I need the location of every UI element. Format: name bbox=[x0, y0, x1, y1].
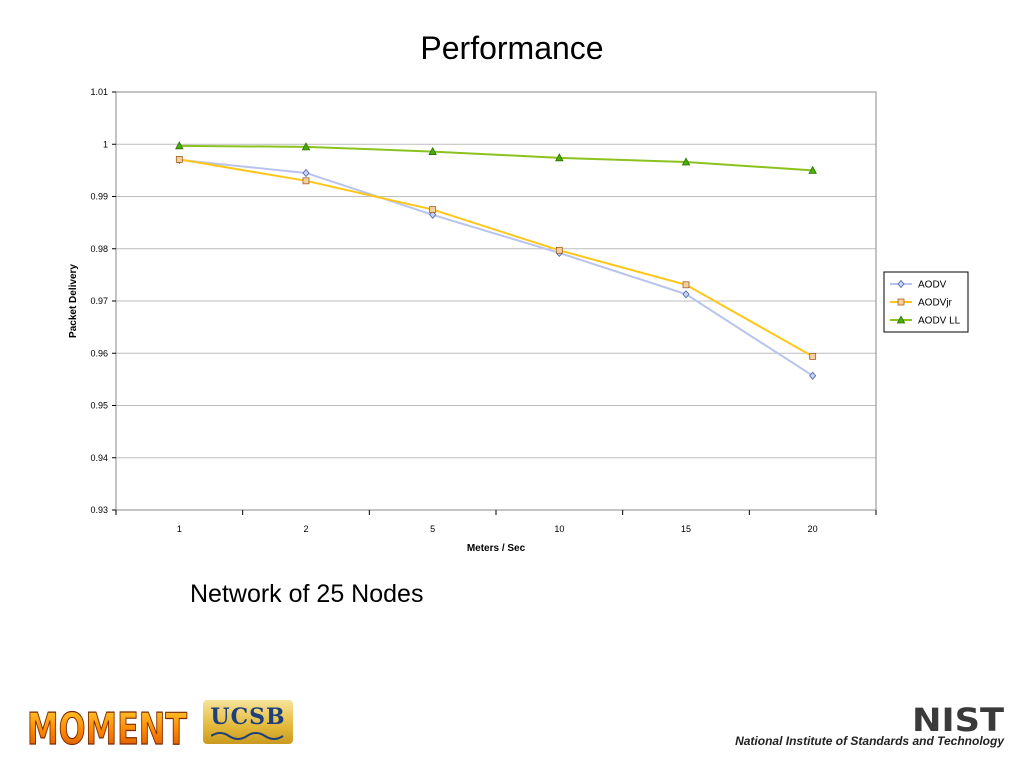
y-axis-label: Packet Delivery bbox=[68, 264, 79, 338]
x-axis-ticks: 1 2 5 10 15 20 bbox=[115, 510, 877, 534]
slide-caption: Network of 25 Nodes bbox=[190, 580, 424, 608]
moment-logo: MOMENT bbox=[26, 703, 187, 750]
ucsb-logo: UCSB bbox=[203, 700, 293, 744]
data-point bbox=[429, 210, 437, 219]
y-tick-label: 0.96 bbox=[90, 348, 108, 358]
series-aodvjr bbox=[175, 156, 817, 360]
data-point bbox=[429, 206, 437, 213]
data-point bbox=[809, 371, 817, 380]
data-point bbox=[302, 168, 310, 178]
data-point bbox=[428, 146, 437, 155]
nist-subtitle: National Institute of Standards and Tech… bbox=[735, 734, 1004, 748]
chart-gridlines bbox=[116, 143, 876, 459]
data-point bbox=[681, 157, 691, 166]
legend-label: AODVjr bbox=[918, 298, 953, 309]
y-tick-label: 0.99 bbox=[90, 192, 108, 202]
data-point bbox=[555, 246, 563, 254]
x-tick-label: 2 bbox=[303, 524, 308, 534]
y-tick-label: 0.95 bbox=[90, 401, 108, 411]
data-point bbox=[808, 165, 817, 174]
data-point bbox=[302, 177, 310, 185]
series-line bbox=[179, 158, 814, 358]
y-tick-label: 0.94 bbox=[90, 453, 108, 463]
data-point bbox=[301, 142, 311, 151]
legend-label: AODV bbox=[918, 280, 947, 291]
x-tick-label: 20 bbox=[808, 524, 818, 534]
legend-marker bbox=[897, 279, 905, 289]
x-axis-label: Meters / Sec bbox=[467, 543, 526, 554]
series-aodv bbox=[175, 155, 817, 380]
y-tick-label: 1.01 bbox=[90, 87, 108, 97]
legend-marker bbox=[896, 315, 906, 324]
nist-logo: NIST bbox=[912, 702, 1004, 734]
chart-series bbox=[175, 141, 817, 380]
wave-icon bbox=[211, 732, 284, 740]
data-point bbox=[682, 290, 690, 299]
y-axis-ticks: 0.93 0.94 0.95 0.96 0.97 0.98 0.99 1 1.01 bbox=[90, 87, 116, 515]
data-point bbox=[809, 352, 817, 360]
data-point bbox=[682, 281, 690, 289]
data-point bbox=[175, 141, 184, 150]
data-point bbox=[555, 153, 564, 162]
moment-logo-text: MOMENT bbox=[27, 704, 187, 750]
y-tick-label: 0.98 bbox=[90, 244, 108, 254]
y-tick-label: 1 bbox=[103, 139, 108, 149]
series-line bbox=[179, 158, 814, 377]
y-tick-label: 0.93 bbox=[90, 505, 108, 515]
x-tick-label: 5 bbox=[430, 524, 435, 534]
nist-logo-text: NIST bbox=[912, 702, 1004, 734]
series-line bbox=[179, 144, 813, 172]
legend-label: AODV LL bbox=[918, 316, 961, 327]
x-tick-label: 10 bbox=[554, 524, 564, 534]
x-tick-label: 1 bbox=[177, 524, 182, 534]
slide-title: Performance bbox=[420, 30, 604, 66]
chart-legend: AODV AODVjr AODV LL bbox=[883, 271, 969, 333]
ucsb-logo-text: UCSB bbox=[210, 704, 286, 730]
y-tick-label: 0.97 bbox=[90, 296, 108, 306]
legend-marker bbox=[897, 298, 905, 306]
data-point bbox=[175, 156, 183, 163]
x-tick-label: 15 bbox=[681, 524, 691, 534]
series-aodv-ll bbox=[175, 141, 817, 174]
